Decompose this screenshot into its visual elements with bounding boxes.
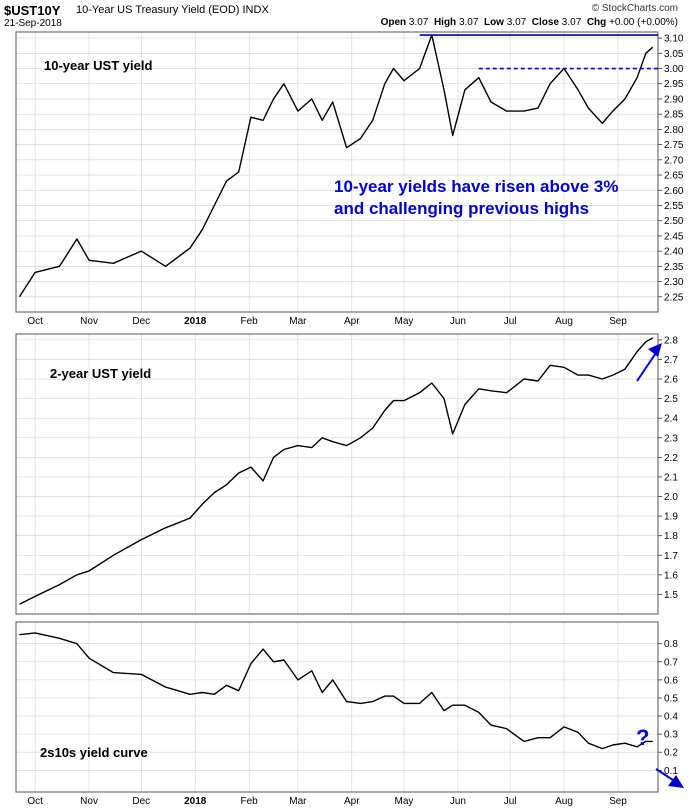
y-tick-label: 2.80 [664,125,684,136]
y-tick-label: 2.5 [664,394,678,405]
y-tick-label: 2.25 [664,292,684,303]
series-line [19,632,653,750]
y-tick-label: 2.1 [664,472,678,483]
y-tick-label: 3.00 [664,64,684,75]
chg-label: Chg [586,17,607,28]
close-value: 3.07 [561,17,582,28]
description-text: 10-Year US Treasury Yield (EOD) [76,4,240,16]
panel-label: 2-year UST yield [50,366,151,381]
y-tick-label: 2.85 [664,110,684,121]
open-label: Open [380,17,407,28]
panel-label: 10-year UST yield [44,58,152,73]
y-tick-label: 2.8 [664,335,678,346]
up-arrow-shaft [636,349,659,382]
y-tick-label: 0.6 [664,675,678,686]
y-tick-label: 2.70 [664,155,684,166]
x-tick-label: Feb [241,316,259,327]
open-value: 3.07 [408,17,429,28]
x-tick-label: Nov [80,796,98,807]
y-tick-label: 3.10 [664,34,684,45]
y-tick-label: 2.40 [664,247,684,258]
series-line [18,34,654,298]
y-tick-label: 1.5 [664,590,678,601]
y-tick-label: 1.7 [664,551,678,562]
x-tick-label: Jun [450,796,466,807]
y-tick-label: 2.30 [664,277,684,288]
low-value: 3.07 [506,17,527,28]
y-tick-label: 2.35 [664,262,684,273]
panel-frame [15,333,659,615]
x-tick-label: Sep [609,316,627,327]
y-tick-label: 0.2 [664,748,678,759]
x-tick-label: Apr [344,796,360,807]
panel-frame [15,31,659,313]
panel-frame [15,621,659,793]
panel-label: 2s10s yield curve [40,745,148,760]
x-tick-label: Jul [504,316,517,327]
x-tick-label: Apr [344,316,360,327]
annotation-line-2: and challenging previous highs [334,199,589,218]
ohlc-readout: Open 3.07 High 3.07 Low 3.07 Close 3.07 … [381,17,678,28]
chart-header: $UST10Y 10-Year US Treasury Yield (EOD) … [0,0,700,32]
y-tick-label: 2.50 [664,216,684,227]
x-tick-label: Nov [80,316,98,327]
up-arrow-head [648,343,662,357]
x-tick-label: Sep [609,796,627,807]
x-tick-label: Jun [450,316,466,327]
y-tick-label: 0.1 [664,766,678,777]
low-label: Low [483,17,504,28]
question-mark: ? [636,725,649,750]
chg-value: +0.00 (+0.00%) [609,17,678,28]
series-line [19,337,654,605]
y-tick-label: 1.8 [664,531,678,542]
y-tick-label: 1.9 [664,512,678,523]
x-tick-label: Jul [504,796,517,807]
y-tick-label: 2.45 [664,231,684,242]
x-tick-label: May [395,796,414,807]
x-tick-label: Oct [27,796,43,807]
y-tick-label: 0.7 [664,657,678,668]
y-tick-label: 2.75 [664,140,684,151]
x-tick-label: Dec [132,316,150,327]
x-tick-label: 2018 [184,796,207,807]
y-tick-label: 0.5 [664,693,678,704]
y-tick-label: 0.3 [664,730,678,741]
y-tick-label: 2.55 [664,201,684,212]
y-tick-label: 3.05 [664,49,684,60]
close-label: Close [531,17,560,28]
y-tick-label: 2.65 [664,171,684,182]
y-tick-label: 2.0 [664,492,678,503]
x-tick-label: Mar [289,316,307,327]
down-arrow-head [668,775,684,788]
x-tick-label: May [395,316,414,327]
y-tick-label: 2.95 [664,79,684,90]
high-value: 3.07 [458,17,479,28]
y-tick-label: 0.8 [664,639,678,650]
y-tick-label: 2.2 [664,453,678,464]
y-tick-label: 1.6 [664,570,678,581]
x-tick-label: Feb [241,796,259,807]
y-tick-label: 2.7 [664,355,678,366]
high-label: High [433,17,457,28]
brand-watermark: © StockCharts.com [591,3,678,14]
y-tick-label: 2.6 [664,375,678,386]
annotation-line-1: 10-year yields have risen above 3% [334,177,618,196]
x-tick-label: Dec [132,796,150,807]
chart-date: 21-Sep-2018 [4,18,62,29]
y-tick-label: 2.4 [664,414,678,425]
y-tick-label: 0.4 [664,712,678,723]
description: 10-Year US Treasury Yield (EOD) INDX [76,4,269,16]
x-tick-label: 2018 [184,316,207,327]
x-tick-label: Aug [555,796,573,807]
exchange: INDX [242,4,269,16]
y-tick-label: 2.3 [664,433,678,444]
symbol: $UST10Y [4,3,61,18]
y-tick-label: 2.90 [664,94,684,105]
x-tick-label: Aug [555,316,573,327]
y-tick-label: 2.60 [664,186,684,197]
x-tick-label: Oct [27,316,43,327]
x-tick-label: Mar [289,796,307,807]
